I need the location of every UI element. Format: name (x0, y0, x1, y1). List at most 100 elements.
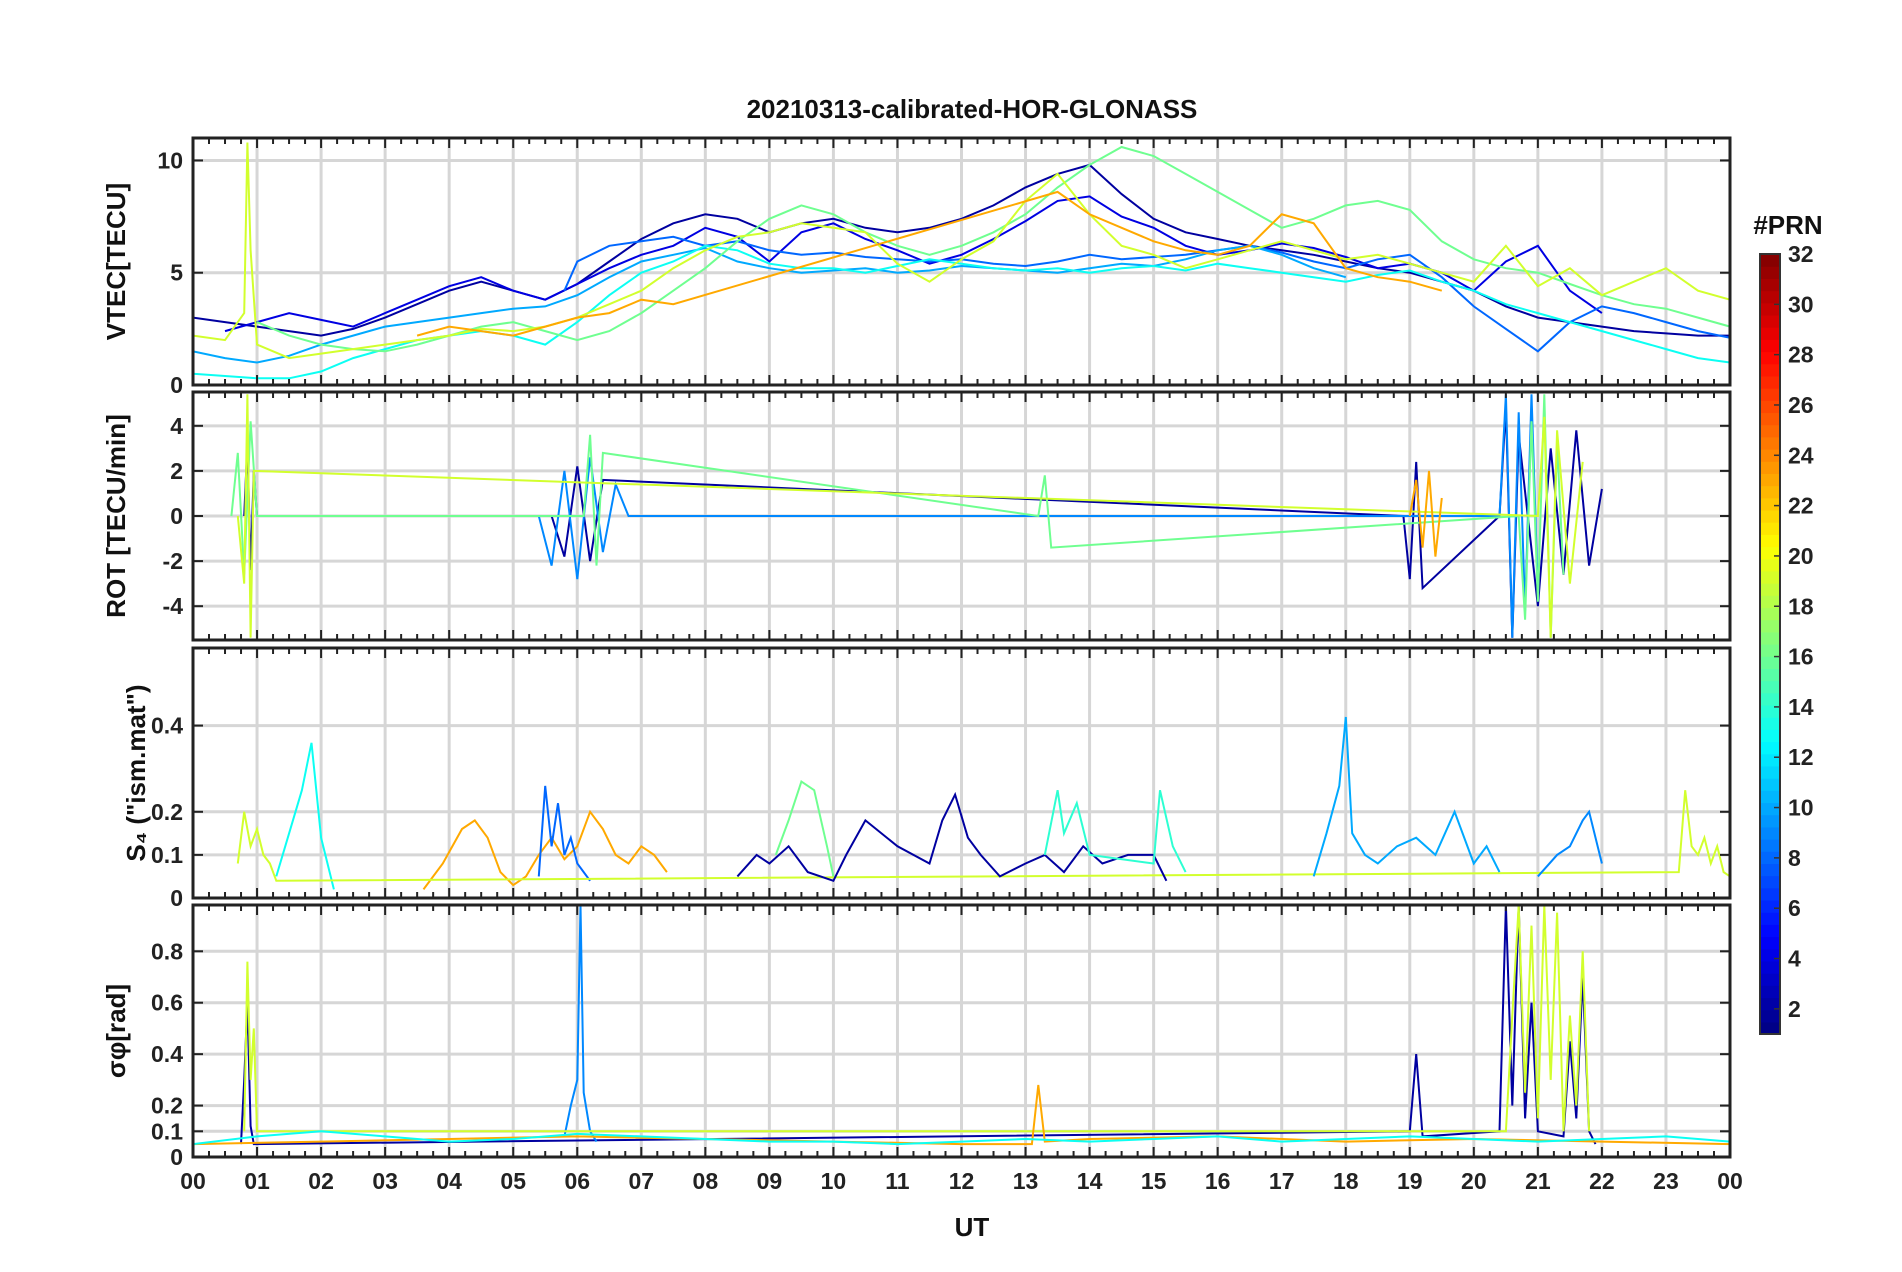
colorbar-segment (1760, 814, 1780, 828)
colorbar-segment (1760, 765, 1780, 779)
y-tick-label: 0 (170, 885, 183, 911)
colorbar-tick-label: 26 (1788, 392, 1814, 418)
y-tick-label: 10 (157, 147, 183, 173)
x-tick-label: 23 (1653, 1168, 1679, 1194)
x-tick-label: 13 (1013, 1168, 1039, 1194)
colorbar-segment (1760, 863, 1780, 877)
y-tick-label: 4 (170, 413, 183, 439)
colorbar-tick-label: 10 (1788, 795, 1814, 821)
colorbar-segment (1760, 619, 1780, 633)
series-line-prn-19 (236, 394, 1584, 638)
colorbar-segment (1760, 644, 1780, 657)
colorbar-segment (1760, 266, 1780, 279)
colorbar-segment (1760, 899, 1780, 913)
x-tick-label: 01 (244, 1168, 270, 1194)
series-line-prn-10 (1312, 716, 1501, 877)
x-tick-label: 10 (821, 1168, 847, 1194)
panel-vtec: 0 5 10 VTEC[TECU] (101, 136, 1732, 398)
colorbar-segment (1760, 631, 1780, 645)
y-axis-label-sigphi: σφ[rad] (101, 984, 131, 1078)
x-tick-label: 17 (1269, 1168, 1295, 1194)
colorbar-segment (1760, 436, 1780, 450)
colorbar-segment (1760, 302, 1780, 316)
colorbar-tick-label: 22 (1788, 493, 1814, 519)
colorbar-segment (1760, 875, 1780, 889)
colorbar-segment (1760, 839, 1780, 852)
colorbar-tick-label: 18 (1788, 593, 1814, 619)
colorbar-segment (1760, 424, 1780, 438)
panel-s4: 0 0.1 0.2 0.4S₄ ("ism.mat") (121, 646, 1732, 911)
colorbar-tick-label: 14 (1788, 694, 1814, 720)
plot-frame (191, 390, 1732, 642)
colorbar-segment (1760, 656, 1780, 669)
colorbar-segment (1760, 826, 1780, 840)
colorbar-segment (1760, 461, 1780, 474)
colorbar-segment (1760, 1021, 1780, 1035)
y-tick-label: -4 (163, 593, 184, 619)
colorbar-segment (1760, 704, 1780, 718)
series-line-prn-9 (1537, 809, 1603, 878)
series-group (193, 142, 1730, 380)
colorbar-segment (1760, 887, 1780, 901)
series-group (193, 905, 1730, 1146)
colorbar-segment (1760, 473, 1780, 487)
x-tick-label: 19 (1397, 1168, 1423, 1194)
x-tick-label: 03 (372, 1168, 398, 1194)
series-line-prn-16 (256, 145, 1730, 353)
x-tick-label: 00 (1717, 1168, 1743, 1194)
x-tick-label: 05 (500, 1168, 526, 1194)
x-tick-label: 09 (757, 1168, 783, 1194)
colorbar-segment (1760, 948, 1780, 962)
y-tick-label: 0.8 (151, 938, 183, 964)
colorbar-segment (1760, 327, 1780, 340)
series-line-prn-8 (537, 785, 591, 882)
colorbar-segment (1760, 717, 1780, 730)
plot-frame (191, 903, 1732, 1159)
colorbar-tick-label: 30 (1788, 291, 1814, 317)
colorbar-segment (1760, 509, 1780, 523)
y-tick-label: 0.4 (151, 1041, 183, 1067)
x-tick-label: 02 (308, 1168, 334, 1194)
colorbar-segment (1760, 912, 1780, 925)
colorbar-segment (1760, 534, 1780, 548)
colorbar-segment (1760, 254, 1780, 267)
colorbar-segment (1760, 388, 1780, 401)
colorbar-segment (1760, 400, 1780, 414)
colorbar-tick-label: 8 (1788, 845, 1801, 871)
colorbar-segment (1760, 692, 1780, 706)
colorbar-segment (1760, 729, 1780, 743)
plot-frame (191, 646, 1732, 900)
y-tick-label: -2 (163, 548, 183, 574)
x-tick-label: 04 (436, 1168, 462, 1194)
plot-frame (191, 136, 1732, 387)
y-tick-label: 0.2 (151, 799, 183, 825)
chart-title: 20210313-calibrated-HOR-GLONASS (747, 94, 1198, 124)
series-line-prn-4 (224, 195, 1603, 333)
y-tick-label: 5 (170, 260, 183, 286)
y-tick-label: 0 (170, 1144, 183, 1170)
colorbar-segment (1760, 973, 1780, 986)
colorbar-segment (1760, 339, 1780, 353)
colorbar-segment (1760, 449, 1780, 462)
y-axis-label-rot: ROT [TECU/min] (101, 414, 131, 618)
colorbar-segment (1760, 570, 1780, 584)
colorbar-segment (1760, 485, 1780, 499)
colorbar-segment (1760, 790, 1780, 804)
colorbar-segment (1760, 1009, 1780, 1023)
colorbar-segment (1760, 412, 1780, 426)
colorbar-tick-label: 32 (1788, 241, 1814, 267)
series-line-prn-8 (563, 235, 1730, 353)
y-tick-label: 0.6 (151, 990, 183, 1016)
colorbar-segment (1760, 522, 1780, 535)
colorbar-tick-label: 20 (1788, 543, 1814, 569)
y-tick-label: 0 (170, 372, 183, 398)
panel-sigphi: 00.10.2 0.4 0.6 0.8 σφ[rad] (101, 903, 1732, 1170)
colorbar-segment (1760, 778, 1780, 791)
x-tick-label: 21 (1525, 1168, 1551, 1194)
colorbar-segment (1760, 936, 1780, 950)
y-axis-label-s4: S₄ ("ism.mat") (121, 684, 151, 861)
series-line-prn-23 (416, 190, 1443, 337)
colorbar-segment (1760, 314, 1780, 328)
series-line-prn-19 (236, 790, 1730, 882)
